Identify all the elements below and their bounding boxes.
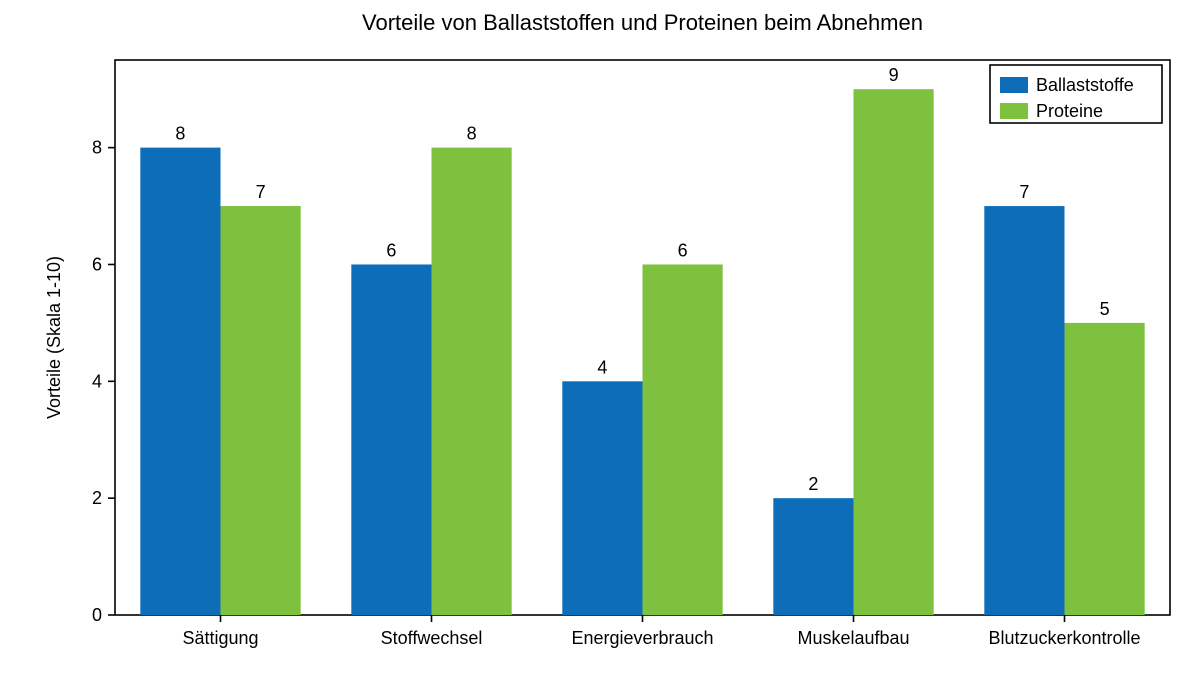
bar-ballaststoffe bbox=[773, 498, 853, 615]
bar-proteine bbox=[221, 206, 301, 615]
bar-ballaststoffe bbox=[351, 264, 431, 615]
y-axis-label: Vorteile (Skala 1-10) bbox=[44, 256, 64, 419]
bar-value-label: 6 bbox=[678, 240, 688, 260]
bar-value-label: 8 bbox=[467, 124, 477, 144]
chart-title: Vorteile von Ballaststoffen und Proteine… bbox=[362, 10, 923, 35]
bar-proteine bbox=[1065, 323, 1145, 615]
legend-swatch bbox=[1000, 77, 1028, 93]
y-tick-label: 2 bbox=[92, 488, 102, 508]
bar-value-label: 9 bbox=[889, 65, 899, 85]
y-tick-label: 8 bbox=[92, 138, 102, 158]
bar-ballaststoffe bbox=[140, 148, 220, 615]
x-tick-label: Sättigung bbox=[182, 628, 258, 648]
bar-proteine bbox=[643, 264, 723, 615]
bar-chart: Vorteile von Ballaststoffen und Proteine… bbox=[0, 0, 1200, 675]
bar-value-label: 8 bbox=[175, 124, 185, 144]
bar-value-label: 2 bbox=[808, 474, 818, 494]
bar-value-label: 5 bbox=[1100, 299, 1110, 319]
y-tick-label: 4 bbox=[92, 371, 102, 391]
legend-label: Ballaststoffe bbox=[1036, 75, 1134, 95]
x-tick-label: Energieverbrauch bbox=[571, 628, 713, 648]
bar-proteine bbox=[432, 148, 512, 615]
x-tick-label: Muskelaufbau bbox=[797, 628, 909, 648]
bar-ballaststoffe bbox=[562, 381, 642, 615]
y-tick-label: 0 bbox=[92, 605, 102, 625]
bar-value-label: 7 bbox=[1019, 182, 1029, 202]
bar-value-label: 4 bbox=[597, 357, 607, 377]
bar-value-label: 7 bbox=[256, 182, 266, 202]
bar-ballaststoffe bbox=[984, 206, 1064, 615]
x-tick-label: Blutzuckerkontrolle bbox=[988, 628, 1140, 648]
bar-value-label: 6 bbox=[386, 240, 396, 260]
bar-proteine bbox=[854, 89, 934, 615]
legend-swatch bbox=[1000, 103, 1028, 119]
x-tick-label: Stoffwechsel bbox=[381, 628, 483, 648]
legend-label: Proteine bbox=[1036, 101, 1103, 121]
y-tick-label: 6 bbox=[92, 254, 102, 274]
